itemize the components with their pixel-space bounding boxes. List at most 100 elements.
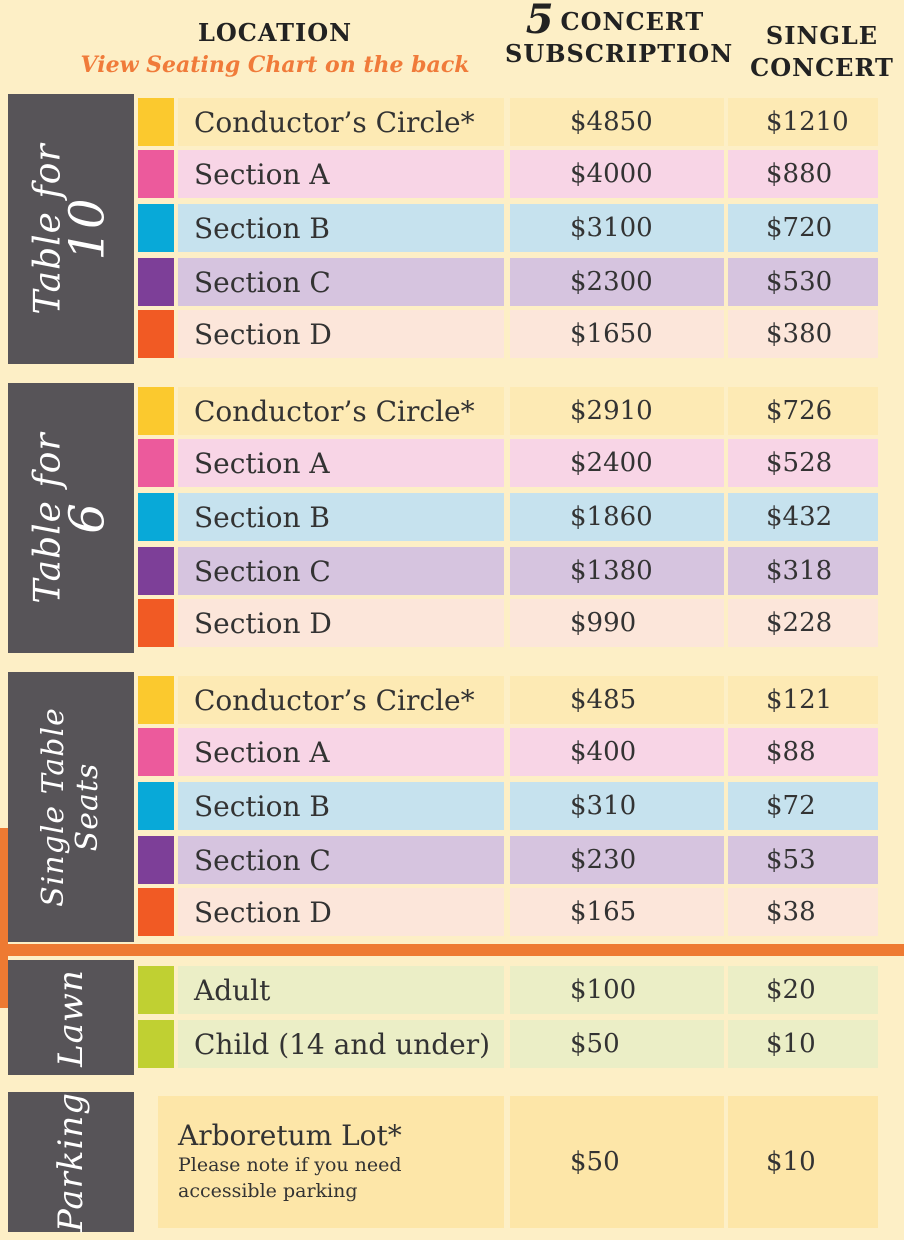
group-label-text: Lawn [50, 968, 91, 1067]
single-price: $10 [728, 1020, 878, 1068]
table-row[interactable]: Conductor’s Circle* $485 $121 [138, 676, 898, 724]
lawn-swatch [138, 966, 174, 1014]
table-row[interactable]: Section D $990 $228 [138, 599, 898, 647]
single-price: $720 [728, 204, 878, 252]
subscription-header: 5 CONCERT SUBSCRIPTION [505, 0, 732, 70]
subscription-price: $2910 [510, 387, 724, 435]
concert-word-2: CONCERT [750, 53, 894, 82]
single-price: $38 [728, 888, 878, 936]
group-label-table-for-10: Table for 10 [8, 94, 134, 364]
single-price: $318 [728, 547, 878, 595]
location-cell: Section A [178, 439, 504, 487]
single-concert-header: SINGLE CONCERT [742, 20, 902, 84]
lawn-swatch [138, 1020, 174, 1068]
group-table-for-6: Table for 6 Conductor’s Circle* $2910 $72… [8, 383, 898, 653]
single-price: $1210 [728, 98, 878, 146]
location-cell: Child (14 and under) [178, 1020, 504, 1068]
location-cell: Conductor’s Circle* [178, 98, 504, 146]
group-label-number: 10 [60, 197, 117, 261]
subscription-price: $4000 [510, 150, 724, 198]
table-row[interactable]: Conductor’s Circle* $2910 $726 [138, 387, 898, 435]
single-price: $530 [728, 258, 878, 306]
subscription-price: $2300 [510, 258, 724, 306]
table-row[interactable]: Section C $2300 $530 [138, 258, 898, 306]
section-b-swatch [138, 782, 174, 830]
subscription-price: $165 [510, 888, 724, 936]
location-cell: Conductor’s Circle* [178, 387, 504, 435]
group-label-number: 6 [60, 502, 117, 534]
table-row[interactable]: Section B $1860 $432 [138, 493, 898, 541]
subscription-price: $310 [510, 782, 724, 830]
orange-divider [0, 944, 904, 956]
group-single-table-seats: Single Table Seats Conductor’s Circle* $4… [8, 672, 898, 942]
concert-word: CONCERT [560, 7, 705, 36]
subscription-price: $1650 [510, 310, 724, 358]
subscription-price: $4850 [510, 98, 724, 146]
location-cell: Section B [178, 204, 504, 252]
section-d-swatch [138, 310, 174, 358]
section-d-swatch [138, 888, 174, 936]
parking-note: Please note if you need accessible parki… [178, 1154, 402, 1202]
table-row[interactable]: Arboretum Lot* Please note if you need a… [138, 1096, 898, 1228]
single-price: $10 [728, 1096, 878, 1228]
parking-location-cell: Arboretum Lot* Please note if you need a… [158, 1096, 504, 1228]
single-price: $380 [728, 310, 878, 358]
table-row[interactable]: Section A $400 $88 [138, 728, 898, 776]
single-price: $432 [728, 493, 878, 541]
group-label-text: Single Table [36, 707, 71, 907]
single-price: $72 [728, 782, 878, 830]
single-price: $228 [728, 599, 878, 647]
location-cell: Section D [178, 599, 504, 647]
group-label-number: Seats [70, 762, 105, 852]
location-cell: Section C [178, 547, 504, 595]
location-cell: Section D [178, 310, 504, 358]
table-row[interactable]: Section B $3100 $720 [138, 204, 898, 252]
subscription-price: $230 [510, 836, 724, 884]
subscription-price: $1380 [510, 547, 724, 595]
subscription-price: $485 [510, 676, 724, 724]
location-cell: Conductor’s Circle* [178, 676, 504, 724]
subscription-price: $1860 [510, 493, 724, 541]
subscription-price: $3100 [510, 204, 724, 252]
single-price: $88 [728, 728, 878, 776]
section-c-swatch [138, 547, 174, 595]
subscription-price: $400 [510, 728, 724, 776]
table-row[interactable]: Section D $165 $38 [138, 888, 898, 936]
section-c-swatch [138, 836, 174, 884]
group-label-parking: Parking [8, 1092, 134, 1232]
subscription-price: $50 [510, 1020, 724, 1068]
subscription-price: $100 [510, 966, 724, 1014]
table-row[interactable]: Adult $100 $20 [138, 966, 898, 1014]
table-row[interactable]: Section B $310 $72 [138, 782, 898, 830]
conductor-swatch [138, 387, 174, 435]
table-row[interactable]: Section A $4000 $880 [138, 150, 898, 198]
orange-accent-strip [0, 828, 8, 1008]
table-row[interactable]: Section C $1380 $318 [138, 547, 898, 595]
subscription-price: $50 [510, 1096, 724, 1228]
single-price: $726 [728, 387, 878, 435]
five-number: 5 [525, 0, 555, 43]
group-lawn: Lawn Adult $100 $20 Child (14 and under)… [8, 960, 898, 1075]
single-word: SINGLE [765, 21, 879, 50]
table-row[interactable]: Section C $230 $53 [138, 836, 898, 884]
seating-chart-note: View Seating Chart on the back [80, 52, 470, 78]
location-cell: Section D [178, 888, 504, 936]
group-label-text: Parking [51, 1091, 92, 1233]
location-cell: Section A [178, 728, 504, 776]
location-cell: Adult [178, 966, 504, 1014]
conductor-swatch [138, 676, 174, 724]
section-d-swatch [138, 599, 174, 647]
section-b-swatch [138, 204, 174, 252]
group-table-for-10: Table for 10 Conductor’s Circle* $4850 $1… [8, 94, 898, 364]
table-row[interactable]: Conductor’s Circle* $4850 $1210 [138, 98, 898, 146]
location-cell: Section A [178, 150, 504, 198]
group-label-single-table-seats: Single Table Seats [8, 672, 134, 942]
table-row[interactable]: Child (14 and under) $50 $10 [138, 1020, 898, 1068]
section-a-swatch [138, 728, 174, 776]
parking-lot-name: Arboretum Lot* [178, 1119, 402, 1152]
section-a-swatch [138, 150, 174, 198]
table-row[interactable]: Section D $1650 $380 [138, 310, 898, 358]
table-row[interactable]: Section A $2400 $528 [138, 439, 898, 487]
group-label-lawn: Lawn [8, 960, 134, 1075]
location-cell: Section B [178, 782, 504, 830]
